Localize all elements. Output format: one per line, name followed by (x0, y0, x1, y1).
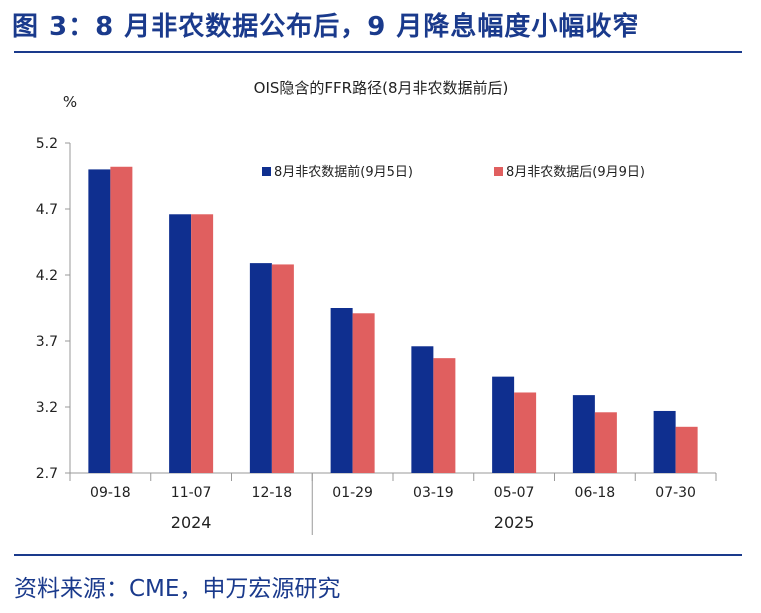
chart-title: OIS隐含的FFR路径(8月非农数据前后) (254, 79, 509, 97)
bar-after-11-07 (191, 214, 214, 473)
bottom-rule (14, 554, 742, 556)
y-tick-label: 5.2 (36, 136, 58, 152)
bar-after-12-18 (271, 264, 294, 473)
legend-label-before: 8月非农数据前(9月5日) (274, 164, 413, 180)
x-tick-label: 11-07 (171, 485, 212, 501)
chart: OIS隐含的FFR路径(8月非农数据前后) % 5.2 4.7 4.2 3.7 3.2 2… (36, 79, 717, 535)
y-tick-label: 3.7 (36, 334, 58, 350)
bar-before-07-30 (653, 410, 676, 473)
x-tick-label: 03-19 (413, 485, 454, 501)
legend-swatch-before (262, 167, 271, 176)
bar-before-05-07 (492, 376, 515, 473)
bar-before-06-18 (572, 395, 595, 473)
bar-after-06-18 (594, 412, 617, 473)
bar-before-03-19 (411, 346, 434, 473)
x-tick-label: 07-30 (655, 485, 696, 501)
bar-after-09-18 (110, 166, 133, 473)
year-label-2025: 2025 (494, 513, 535, 532)
x-tick-label: 06-18 (575, 485, 616, 501)
bar-after-01-29 (352, 313, 375, 473)
source-note: 资料来源：CME，申万宏源研究 (14, 576, 341, 602)
x-tick-label: 12-18 (252, 485, 293, 501)
y-tick-label: 3.2 (36, 400, 58, 416)
bar-before-01-29 (330, 308, 353, 473)
y-tick-label: 4.2 (36, 268, 58, 284)
top-rule (14, 51, 742, 53)
legend-label-after: 8月非农数据后(9月9日) (506, 165, 645, 180)
legend-swatch-after (494, 167, 503, 176)
bar-before-12-18 (249, 263, 272, 473)
bar-after-03-19 (433, 358, 456, 473)
x-tick-label: 01-29 (332, 485, 373, 501)
figure-heading: 图 3：8 月非农数据公布后，9 月降息幅度小幅收窄 (12, 12, 640, 42)
y-unit-label: % (63, 93, 77, 111)
bar-after-07-30 (675, 426, 698, 473)
x-tick-label: 05-07 (494, 485, 535, 501)
bar-before-11-07 (169, 214, 192, 473)
year-label-2024: 2024 (171, 513, 212, 532)
bar-before-09-18 (88, 169, 111, 473)
y-tick-label: 4.7 (36, 202, 58, 218)
x-tick-label: 09-18 (90, 485, 131, 501)
y-tick-label: 2.7 (36, 466, 58, 482)
bar-after-05-07 (514, 392, 537, 473)
